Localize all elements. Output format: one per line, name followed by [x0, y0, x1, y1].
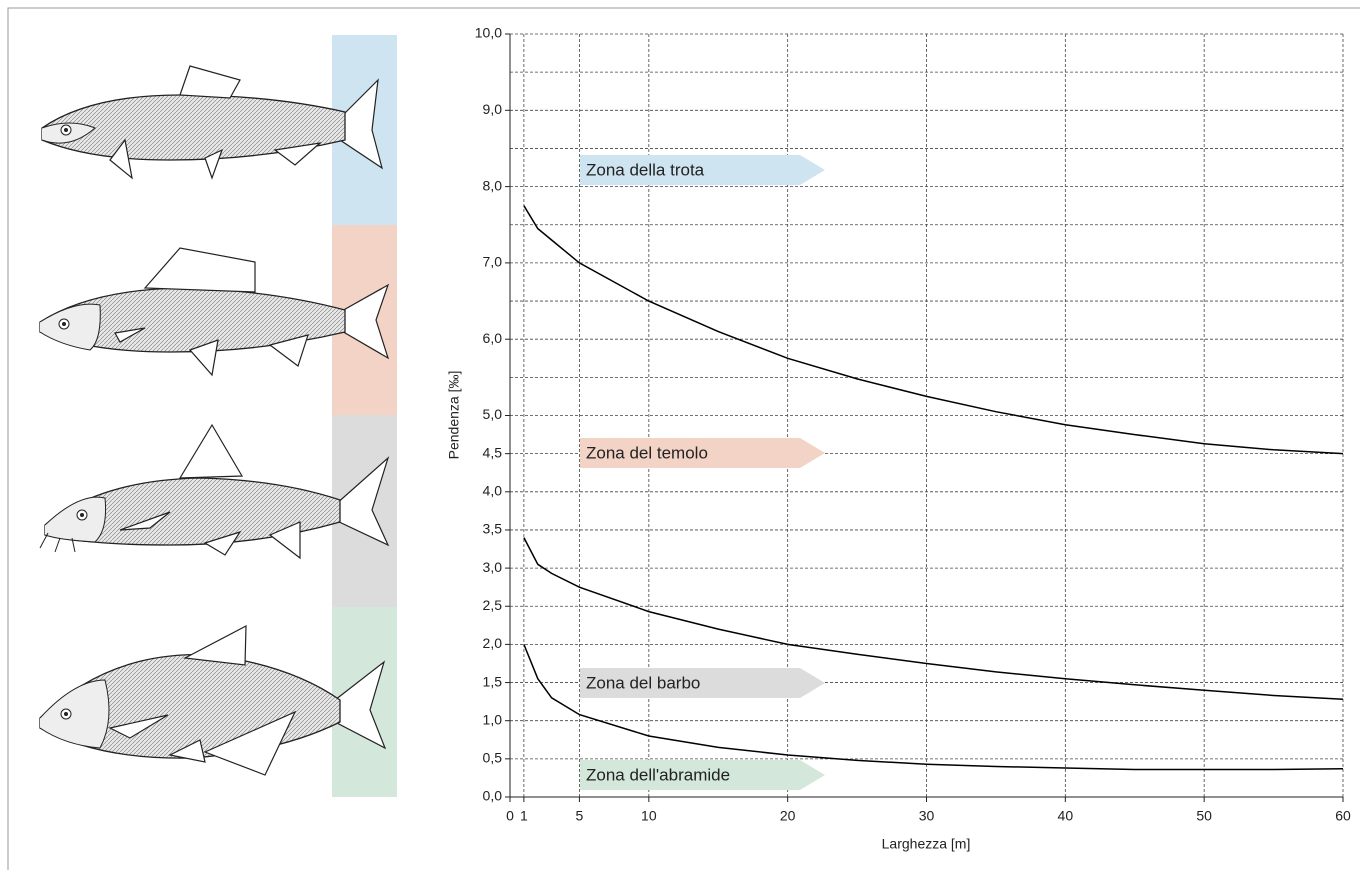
curve [523, 537, 1344, 701]
zone-arrow [580, 668, 825, 698]
y-tick-label: 4,0 [483, 483, 503, 499]
x-axis-title: Larghezza [m] [882, 836, 971, 852]
y-tick-label: 2,5 [483, 597, 503, 613]
y-tick-label: 1,0 [483, 711, 503, 727]
x-tick-label: 10 [641, 808, 657, 824]
fish-bream [39, 624, 387, 776]
x-tick-label: 0 [506, 808, 514, 824]
y-tick-label: 4,5 [483, 444, 503, 460]
x-tick-label: 60 [1335, 808, 1351, 824]
x-tick-label: 30 [919, 808, 935, 824]
y-tick-label: 8,0 [483, 177, 503, 193]
zone-arrow [580, 155, 825, 185]
y-tick-label: 10,0 [475, 25, 502, 41]
zone-label: Zona della trota [586, 160, 705, 179]
y-tick-label: 7,0 [483, 254, 503, 270]
x-tick-label: 5 [576, 808, 584, 824]
y-tick-label: 0,5 [483, 750, 503, 766]
fish-barbel [39, 423, 390, 560]
zone-arrow [580, 438, 825, 468]
fish-grayling [39, 247, 390, 377]
zone-label: Zona del temolo [586, 443, 708, 462]
curve [523, 205, 1344, 455]
frame [7, 7, 1360, 870]
y-tick-label: 3,5 [483, 521, 503, 537]
x-tick-label: 40 [1058, 808, 1074, 824]
x-tick-label: 50 [1196, 808, 1212, 824]
y-tick-label: 0,0 [483, 788, 503, 804]
zone-label: Zona dell'abramide [586, 765, 730, 784]
y-tick-label: 5,0 [483, 406, 503, 422]
y-tick-label: 9,0 [483, 101, 503, 117]
y-tick-label: 6,0 [483, 330, 503, 346]
fish-illustrations [39, 65, 390, 776]
zone-label: Zona del barbo [586, 673, 700, 692]
y-tick-label: 2,0 [483, 635, 503, 651]
y-tick-label: 1,5 [483, 673, 503, 689]
x-tick-label: 1 [520, 808, 528, 824]
curve [523, 644, 1344, 771]
fish-trout [41, 65, 383, 180]
y-tick-label: 3,0 [483, 559, 503, 575]
x-tick-label: 20 [780, 808, 796, 824]
zone-arrow [580, 760, 825, 790]
y-axis-title: Pendenza [‰] [446, 371, 462, 460]
